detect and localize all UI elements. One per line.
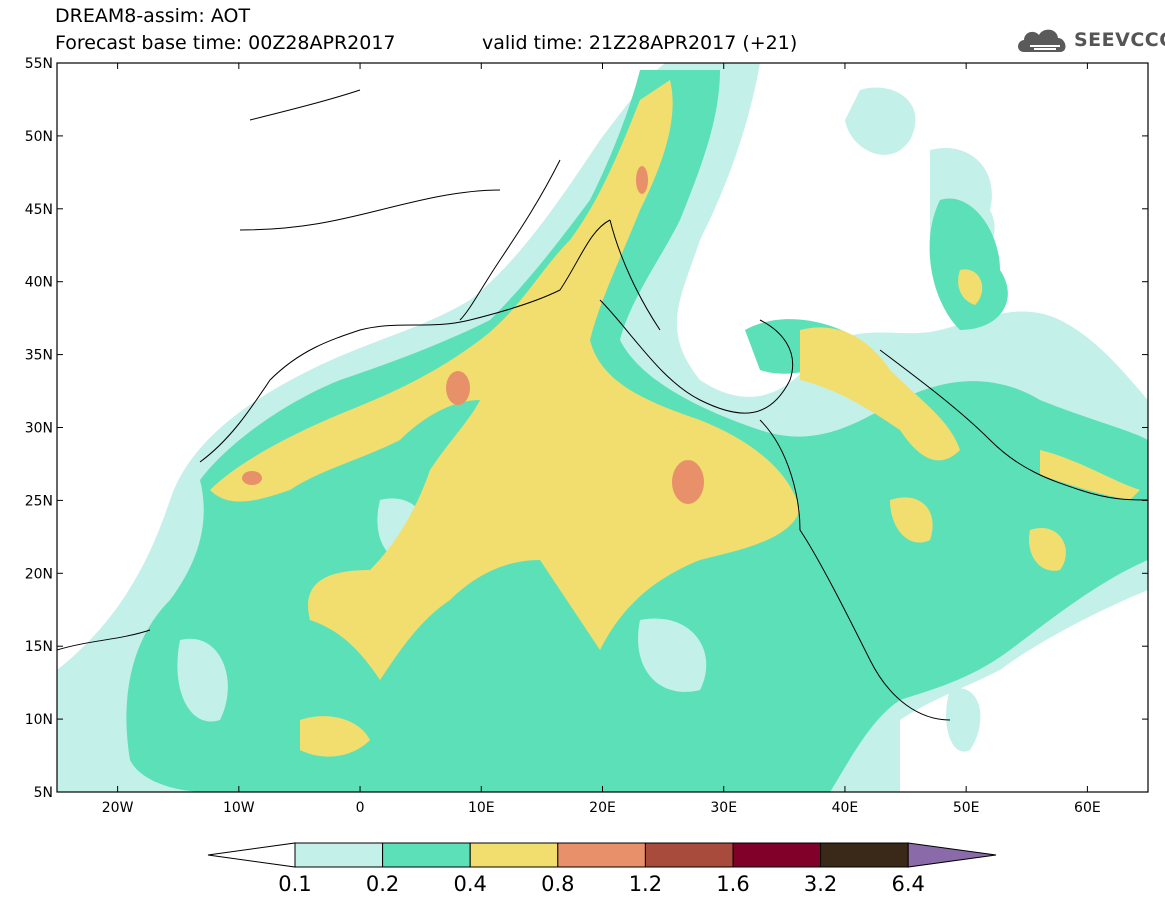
colorbar-swatch	[382, 842, 471, 868]
colorbar-label: 0.8	[541, 872, 574, 896]
lon-label: 10W	[223, 800, 255, 816]
lat-label: 50N	[25, 129, 53, 145]
colorbar-min-arrow	[207, 842, 296, 868]
colorbar-label: 0.2	[366, 872, 399, 896]
lon-label: 30E	[710, 800, 737, 816]
lon-label: 10E	[468, 800, 495, 816]
colorbar-swatch	[294, 842, 384, 868]
colorbar-swatch	[732, 842, 822, 868]
lat-label: 45N	[25, 202, 53, 218]
colorbar-label: 0.1	[278, 872, 311, 896]
colorbar-swatch	[557, 842, 646, 868]
lat-label: 10N	[25, 712, 53, 728]
logo-text: SEEVCCC	[1074, 29, 1165, 51]
colorbar-label: 3.2	[804, 872, 837, 896]
colorbar-swatch	[644, 842, 734, 868]
seevccc-logo: SEEVCCC	[1016, 24, 1165, 56]
map-title: DREAM8-assim: AOT	[55, 5, 251, 27]
aot-class-0.4	[210, 80, 1140, 757]
colorbar-swatch	[820, 842, 909, 868]
valid-time: valid time: 21Z28APR2017 (+21)	[482, 32, 798, 54]
lat-label: 25N	[25, 493, 53, 509]
colorbar-label: 1.6	[716, 872, 749, 896]
forecast-base-time: Forecast base time: 00Z28APR2017	[55, 32, 396, 54]
lon-label: 40E	[832, 800, 859, 816]
aot-field	[57, 63, 1148, 792]
lon-label: 20E	[589, 800, 616, 816]
lat-label: 30N	[25, 421, 53, 437]
colorbar-label: 1.2	[629, 872, 662, 896]
lon-label: 60E	[1074, 800, 1101, 816]
lat-label: 40N	[25, 275, 53, 291]
colorbar-swatch	[469, 842, 559, 868]
lon-label: 0	[356, 800, 365, 816]
lat-label: 35N	[25, 348, 53, 364]
colorbar-label: 0.4	[453, 872, 486, 896]
latitude-labels: 55N 50N 45N 40N 35N 30N 25N 20N 15N 10N 5N	[25, 56, 1148, 801]
lat-label: 20N	[25, 566, 53, 582]
cloud-logo-icon	[1018, 29, 1066, 52]
lat-label: 15N	[25, 639, 53, 655]
coastlines	[57, 89, 1148, 721]
lon-label: 20W	[102, 800, 134, 816]
lat-label: 5N	[34, 785, 53, 801]
longitude-labels: 20W 10W 0 10E 20E 30E 40E 50E 60E	[102, 63, 1101, 816]
lon-label: 50E	[953, 800, 980, 816]
colorbar-max-arrow	[907, 842, 997, 868]
lat-label: 55N	[25, 56, 53, 72]
aot-class-0.8	[242, 166, 704, 504]
colorbar-label: 6.4	[891, 872, 924, 896]
